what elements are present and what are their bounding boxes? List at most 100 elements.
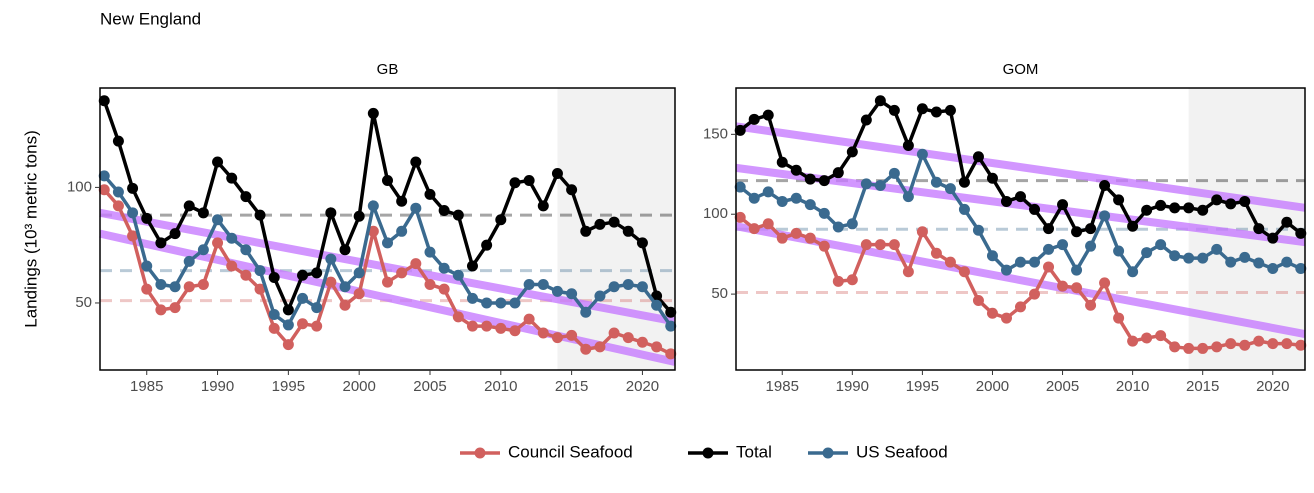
point [226,172,238,184]
point [297,269,309,281]
point [212,156,224,168]
point [523,278,535,290]
point [197,207,209,219]
legend-label: Council Seafood [508,442,633,461]
point [311,267,323,279]
point [636,237,648,249]
point [1253,257,1265,269]
legend-key-point [474,447,486,459]
point [1225,256,1237,268]
point [112,135,124,147]
point [665,320,677,332]
point [1057,280,1069,292]
point [1141,247,1153,259]
point [495,214,507,226]
point [1113,194,1125,206]
point [1127,266,1139,278]
point [651,290,663,302]
point [888,104,900,116]
series [734,211,1307,354]
point [594,341,606,353]
x-tick-label: 2010 [1116,378,1149,395]
point [212,237,224,249]
point [523,313,535,325]
point [776,195,788,207]
point [282,339,294,351]
point [1085,223,1097,235]
point [240,191,252,203]
point [888,239,900,251]
panel-title: GOM [1003,61,1039,78]
point [127,230,139,242]
point [396,267,408,279]
point [127,207,139,219]
point [339,281,351,293]
point [972,224,984,236]
point [382,237,393,249]
point [297,318,309,330]
point [523,174,535,186]
point [958,266,970,278]
point [112,200,124,212]
point [958,176,970,188]
point [651,341,663,353]
point [1197,252,1209,264]
point [776,156,788,168]
point [240,244,252,256]
point [396,225,408,237]
point [902,266,914,278]
y-tick-label: 150 [703,125,728,142]
legend-label: US Seafood [856,442,948,461]
point [944,183,956,195]
point [846,146,858,158]
point [438,262,450,274]
point [509,297,521,309]
point [1029,256,1041,268]
point [972,151,984,163]
point [958,203,970,215]
point [580,306,592,318]
y-tick-label: 100 [67,178,92,195]
point [608,216,620,228]
x-tick-label: 1990 [836,378,869,395]
point [762,109,774,121]
point [141,212,153,224]
series [98,170,677,332]
point [832,275,844,287]
point [367,200,379,212]
point [353,267,365,279]
point [438,283,450,295]
point [1029,203,1041,215]
point [495,297,507,309]
point [183,281,195,293]
point [452,209,464,221]
point [874,239,886,251]
point [1239,195,1251,207]
point [1141,332,1153,344]
point [748,192,760,204]
point [734,211,746,223]
point [1211,243,1223,255]
point [776,232,788,244]
point [1057,199,1069,211]
point [254,283,266,295]
panel-border [99,87,676,371]
point [127,182,139,194]
point [353,288,365,300]
point [1057,239,1069,251]
point [1127,335,1139,347]
point [1000,195,1012,207]
point [1267,232,1279,244]
point [268,322,280,334]
point [818,175,830,187]
point [1169,250,1181,262]
point [566,329,578,341]
point [1281,338,1293,350]
panel-title: GB [377,61,399,78]
point [1141,204,1153,216]
point [1295,263,1307,275]
y-tick-label: 50 [711,285,728,302]
trend-line [735,163,1306,247]
point [410,156,422,168]
point [382,174,393,186]
